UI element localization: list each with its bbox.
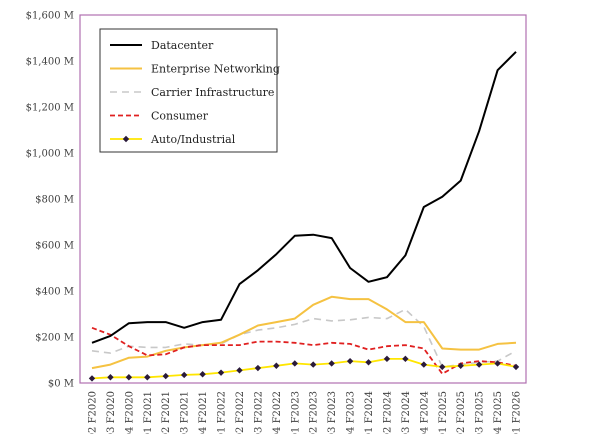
data-point-auto bbox=[162, 372, 169, 380]
data-point-auto bbox=[457, 362, 464, 369]
data-point-auto bbox=[107, 374, 114, 381]
data-point-auto bbox=[125, 374, 133, 381]
x-axis: Q2 F2020 Q3 F2020 Q4 F2020 Q1 F2021 Q2 F2021… bbox=[88, 391, 523, 434]
y-tick-label: $400 M bbox=[35, 287, 74, 298]
data-point-auto bbox=[254, 364, 262, 372]
x-tick-label: Q1 F2025 bbox=[438, 391, 449, 434]
legend-label-consumer: Consumer bbox=[151, 110, 209, 123]
x-tick-label: Q2 F2022 bbox=[235, 391, 246, 434]
x-tick-label: Q2 F2021 bbox=[161, 391, 172, 434]
legend-label-carrier: Carrier Infrastructure bbox=[151, 86, 274, 99]
data-point-auto bbox=[180, 371, 188, 379]
series-line-consumer bbox=[91, 326, 517, 375]
data-point-auto bbox=[512, 363, 520, 371]
x-tick-label: Q2 F2023 bbox=[309, 391, 320, 434]
x-tick-label: Q2 F2024 bbox=[382, 391, 393, 434]
x-tick-label: Q1 F2023 bbox=[290, 391, 301, 434]
y-tick-label: $600 M bbox=[35, 241, 74, 252]
x-tick-label: Q1 F2026 bbox=[512, 391, 523, 434]
x-tick-label: Q3 F2022 bbox=[253, 391, 264, 434]
data-point-auto bbox=[328, 360, 335, 367]
x-tick-label: Q3 F2025 bbox=[475, 391, 486, 434]
legend-box bbox=[99, 28, 278, 153]
series-line-enterprise bbox=[91, 295, 517, 370]
y-tick-label: $1,200 M bbox=[26, 103, 74, 114]
legend: Datacenter Enterprise Networking Carrier I… bbox=[99, 28, 280, 153]
data-point-auto bbox=[144, 374, 151, 381]
plot-frame bbox=[79, 14, 527, 384]
y-tick-label: $0 M bbox=[48, 379, 74, 390]
data-point-auto bbox=[475, 361, 483, 368]
y-tick-label: $1,000 M bbox=[26, 149, 74, 160]
data-point-auto bbox=[236, 367, 243, 374]
series-line-carrier bbox=[91, 308, 517, 368]
legend-label-enterprise: Enterprise Networking bbox=[151, 63, 280, 76]
x-tick-label: Q3 F2020 bbox=[106, 391, 117, 434]
x-tick-label: Q4 F2023 bbox=[346, 391, 357, 434]
x-tick-label: Q2 F2025 bbox=[456, 391, 467, 434]
x-tick-label: Q3 F2021 bbox=[180, 391, 191, 434]
data-point-auto bbox=[291, 360, 298, 367]
y-tick-label: $800 M bbox=[35, 195, 74, 206]
x-tick-label: Q4 F2025 bbox=[493, 391, 504, 434]
data-point-auto bbox=[365, 359, 372, 366]
x-tick-label: Q1 F2021 bbox=[143, 391, 154, 434]
y-tick-label: $1,600 M bbox=[26, 11, 74, 22]
data-point-auto bbox=[420, 361, 428, 368]
x-tick-label: Q3 F2023 bbox=[327, 391, 338, 434]
x-tick-label: Q4 F2024 bbox=[419, 391, 430, 434]
data-point-auto bbox=[494, 360, 501, 367]
legend-marker-auto bbox=[122, 135, 130, 143]
plot-area bbox=[88, 51, 520, 382]
data-point-auto bbox=[310, 361, 317, 368]
y-axis: $0 M $200 M $400 M $600 M $800 M $1,000 M $1,2… bbox=[26, 11, 74, 390]
x-tick-label: Q1 F2024 bbox=[364, 391, 375, 434]
x-tick-label: Q2 F2020 bbox=[88, 391, 99, 434]
y-tick-label: $1,400 M bbox=[26, 57, 74, 68]
data-point-auto bbox=[217, 369, 225, 376]
data-point-auto bbox=[88, 375, 96, 382]
series-line-datacenter bbox=[91, 51, 517, 344]
data-point-auto bbox=[273, 362, 280, 369]
data-point-auto bbox=[383, 355, 391, 363]
data-point-auto bbox=[346, 357, 354, 365]
y-tick-label: $200 M bbox=[35, 333, 74, 344]
data-point-auto bbox=[402, 355, 409, 363]
x-tick-label: Q1 F2022 bbox=[217, 391, 228, 434]
legend-label-auto: Auto/Industrial bbox=[150, 133, 236, 146]
data-point-auto bbox=[199, 371, 206, 378]
x-tick-label: Q4 F2021 bbox=[198, 391, 209, 434]
data-point-auto bbox=[439, 363, 446, 371]
series-line-auto bbox=[91, 357, 517, 380]
legend-label-datacenter: Datacenter bbox=[151, 39, 214, 52]
x-tick-label: Q3 F2024 bbox=[401, 391, 412, 434]
x-tick-label: Q4 F2022 bbox=[272, 391, 283, 434]
x-tick-label: Q4 F2020 bbox=[124, 391, 135, 434]
